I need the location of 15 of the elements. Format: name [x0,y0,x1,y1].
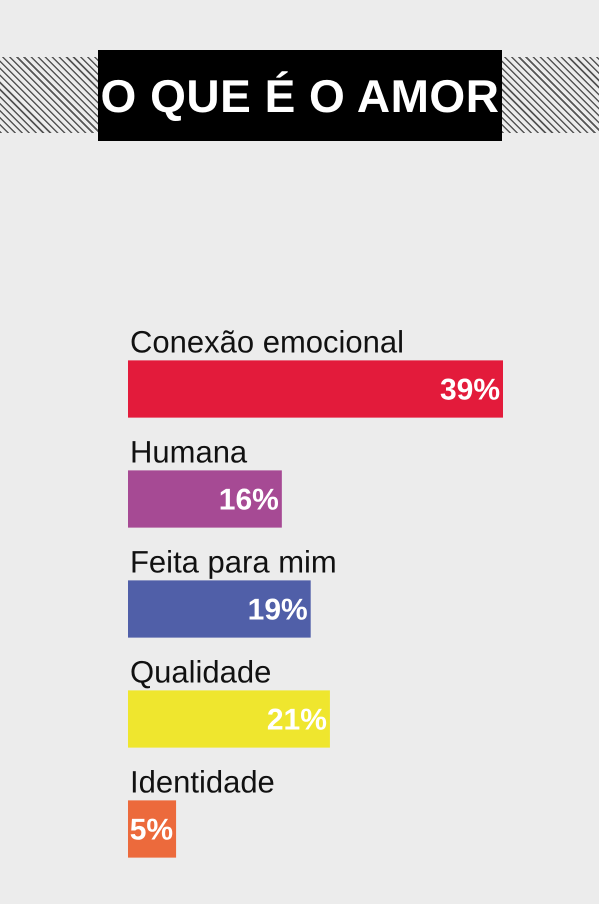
y-tick-label: Feita para mim [130,544,337,580]
data-label: 5% [130,813,174,846]
y-tick-label: Qualidade [130,654,272,690]
y-tick-label: Conexão emocional [130,324,404,360]
y-tick-label: Humana [130,434,248,470]
bar [128,470,282,528]
data-label: 21% [266,703,327,736]
bar [128,580,311,638]
y-tick-label: Identidade [130,764,275,800]
data-label: 19% [248,593,308,626]
chart-title: O QUE É O AMOR [100,70,500,122]
data-label: 16% [218,483,279,516]
bar [128,690,330,748]
data-label: 39% [440,373,500,406]
bar [128,360,503,418]
